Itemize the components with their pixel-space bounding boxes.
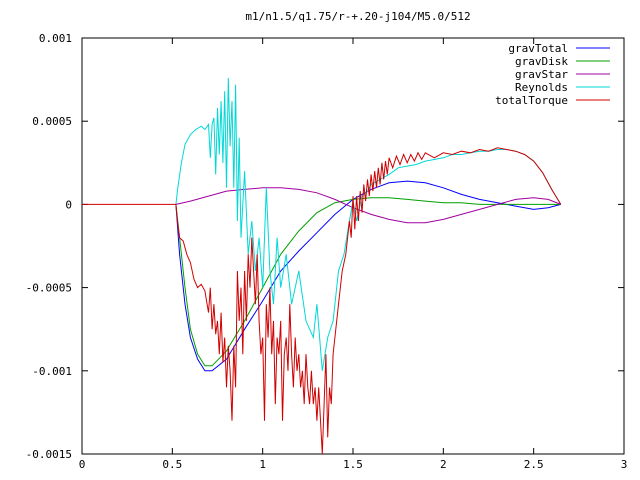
legend-label: gravTotal bbox=[508, 42, 568, 55]
y-tick-label: -0.001 bbox=[32, 365, 72, 378]
x-tick-label: 1 bbox=[259, 458, 266, 471]
series-line-Reynolds bbox=[175, 77, 562, 371]
y-tick-label: 0 bbox=[65, 198, 72, 211]
x-tick-label: 2 bbox=[440, 458, 447, 471]
x-tick-label: 1.5 bbox=[343, 458, 363, 471]
y-tick-label: 0.0005 bbox=[32, 115, 72, 128]
y-tick-label: -0.0005 bbox=[26, 282, 72, 295]
legend-label: totalTorque bbox=[495, 94, 568, 107]
axis-ticks: 0 0.5 1 1.5 2 2.5 3 0.001 0.0005 0 -0.0005 -0.001 -0… bbox=[26, 32, 628, 471]
series-line-gravDisk bbox=[175, 197, 561, 367]
legend: gravTotalgravDiskgravStarReynoldstotalTo… bbox=[495, 42, 610, 107]
x-tick-label: 3 bbox=[621, 458, 628, 471]
series-line-gravTotal bbox=[175, 180, 561, 372]
x-tick-label: 0 bbox=[79, 458, 86, 471]
legend-label: gravStar bbox=[515, 68, 568, 81]
x-tick-label: 0.5 bbox=[162, 458, 182, 471]
series-layer bbox=[82, 77, 562, 455]
series-line-gravStar bbox=[175, 187, 561, 224]
x-tick-label: 2.5 bbox=[524, 458, 544, 471]
series-line-totalTorque bbox=[82, 147, 562, 455]
legend-label: Reynolds bbox=[515, 81, 568, 94]
y-tick-label: 0.001 bbox=[39, 32, 72, 45]
legend-label: gravDisk bbox=[515, 55, 568, 68]
chart-title: m1/n1.5/q1.75/r-+.20-j104/M5.0/512 bbox=[245, 10, 470, 23]
y-tick-label: -0.0015 bbox=[26, 448, 72, 461]
